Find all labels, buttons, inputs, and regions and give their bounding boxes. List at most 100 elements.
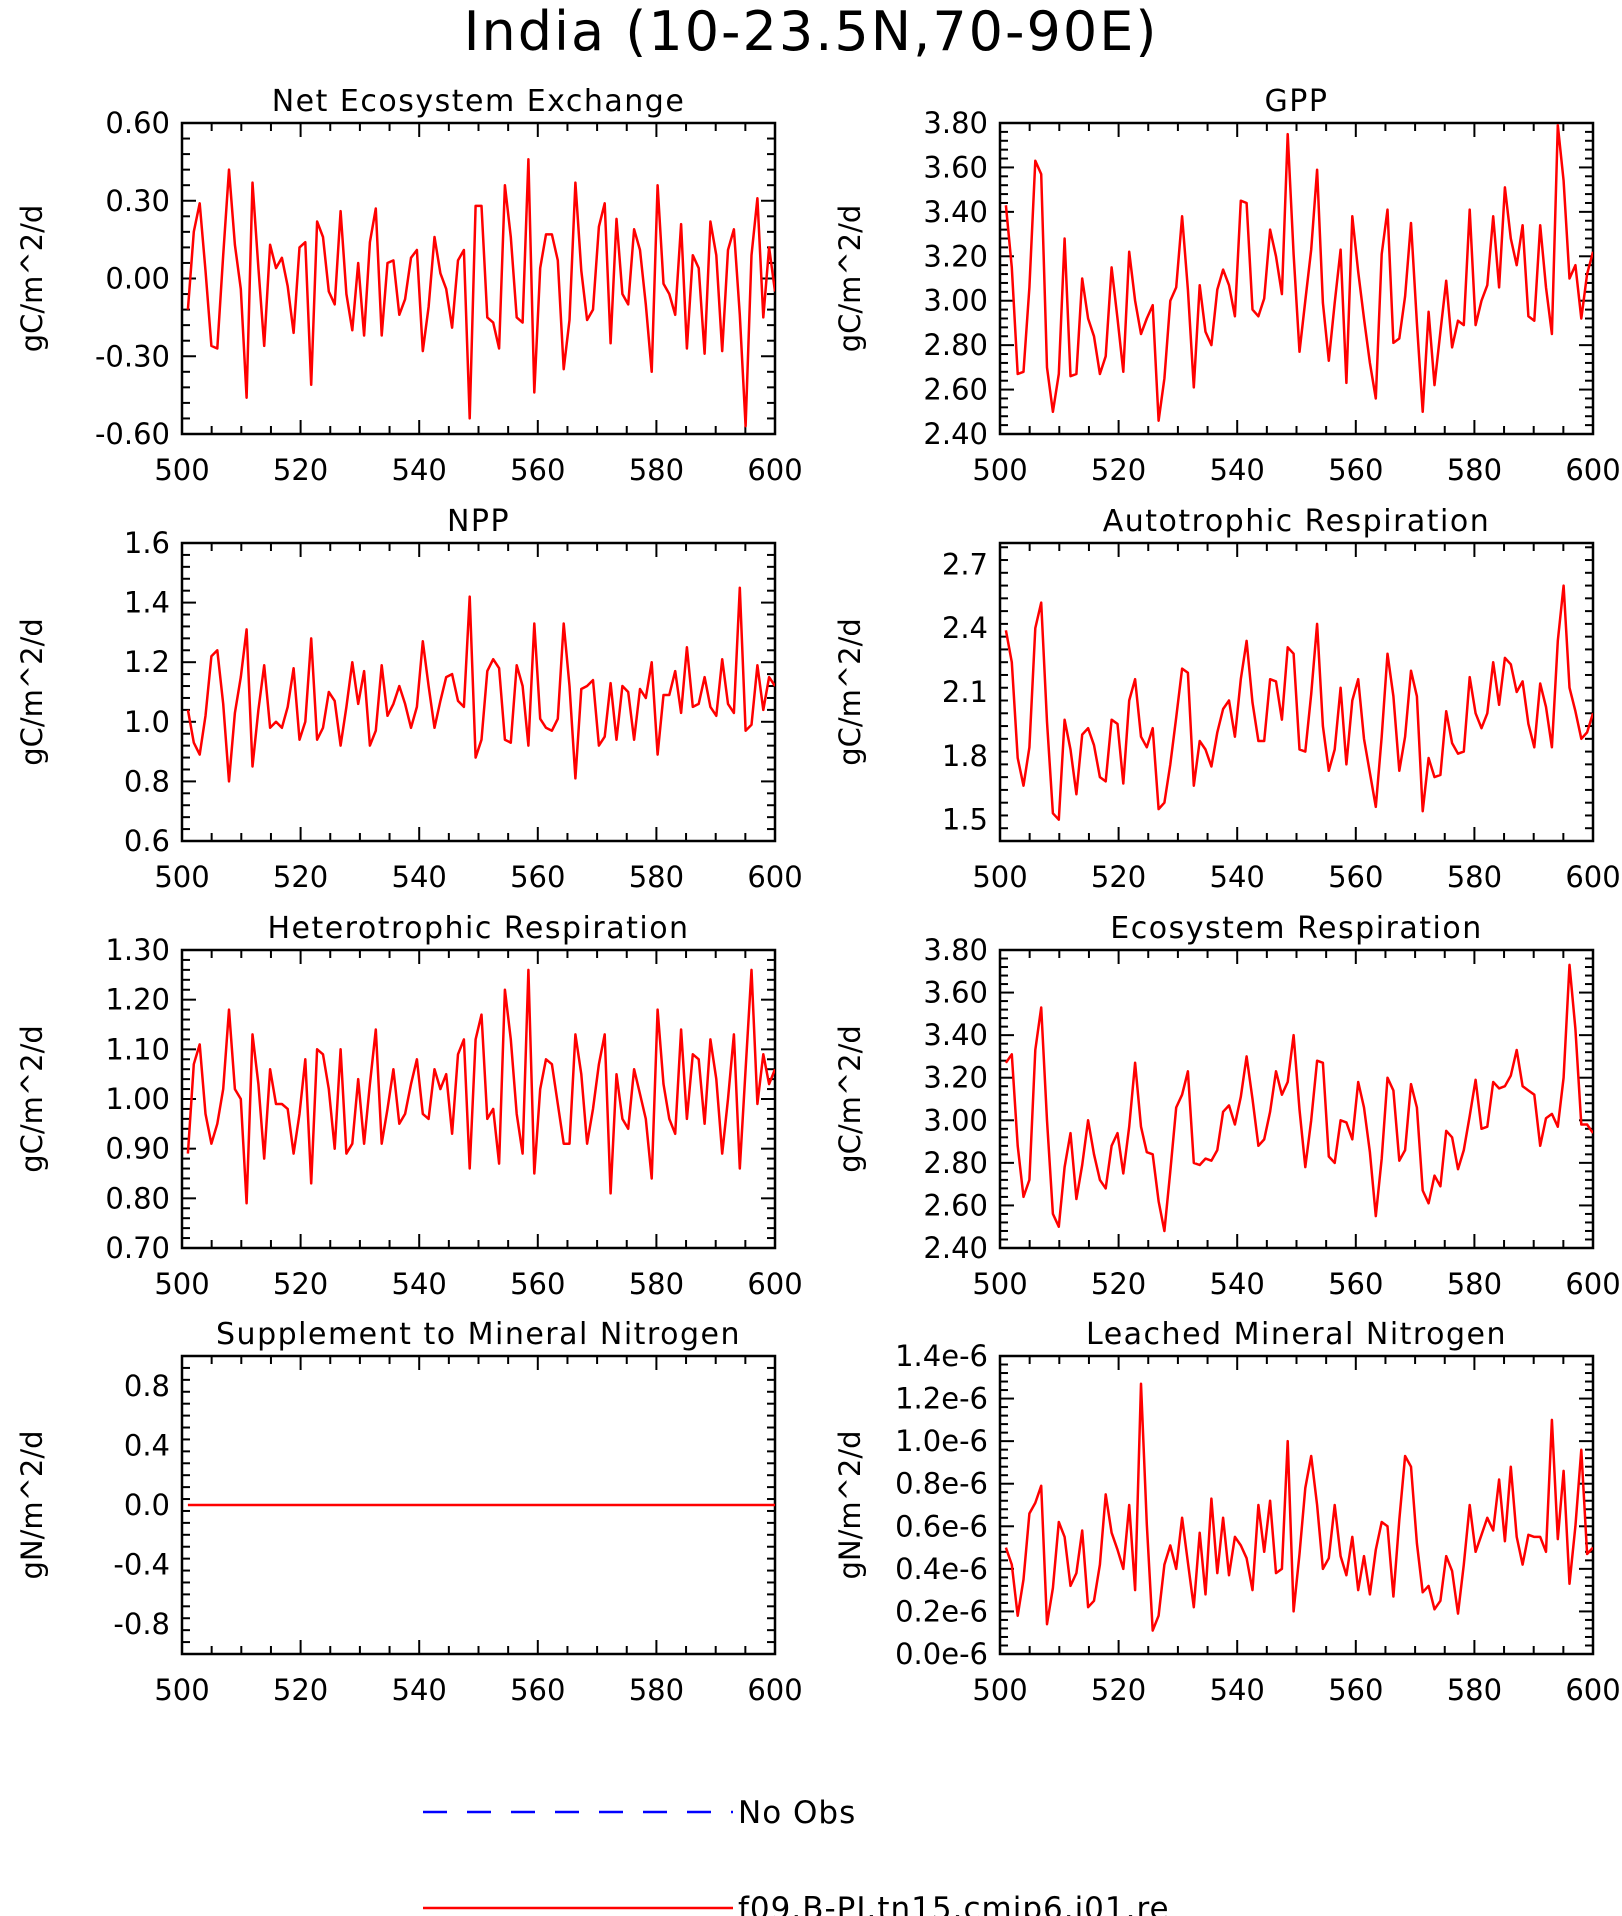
x-tick-label: 560 bbox=[510, 860, 565, 894]
y-axis-label: gC/m^2/d bbox=[833, 205, 867, 353]
panel-hr: Heterotrophic Respiration 500 520 540 560 580… bbox=[15, 911, 803, 1301]
x-tick-label: 580 bbox=[1447, 1673, 1502, 1707]
x-tick-label: 560 bbox=[1328, 453, 1383, 487]
x-tick-label: 560 bbox=[1328, 1267, 1383, 1301]
y-tick-label: 0.6e-6 bbox=[895, 1509, 988, 1543]
y-tick-label: 3.60 bbox=[923, 150, 988, 184]
x-tick-label: 540 bbox=[392, 860, 447, 894]
y-tick-label: 0.6 bbox=[124, 824, 170, 858]
series-line bbox=[186, 968, 775, 1205]
x-tick-label: 600 bbox=[747, 860, 802, 894]
panel-gpp: GPP 500 520 540 560 580 600 2.40 2.60 2.80 3.00 3.2… bbox=[833, 84, 1621, 487]
x-tick-label: 600 bbox=[1565, 1267, 1620, 1301]
y-tick-label: 1.10 bbox=[105, 1032, 170, 1066]
y-tick-label: 2.1 bbox=[942, 675, 988, 709]
y-tick-label: 1.0 bbox=[124, 705, 170, 739]
x-tick-label: 560 bbox=[510, 453, 565, 487]
y-tick-label: 1.30 bbox=[105, 933, 170, 967]
x-tick-label: 600 bbox=[747, 1673, 802, 1707]
y-axis-label: gC/m^2/d bbox=[15, 205, 49, 353]
x-tick-label: 600 bbox=[1565, 453, 1620, 487]
y-tick-label: -0.60 bbox=[95, 417, 170, 451]
y-tick-label: 3.80 bbox=[923, 933, 988, 967]
panel-npp: NPP 500 520 540 560 580 600 0.6 0.8 1.0 1.2 1.4 1.6 g… bbox=[15, 504, 803, 894]
y-tick-label: 0.4 bbox=[124, 1428, 170, 1462]
y-axis-label: gC/m^2/d bbox=[15, 1025, 49, 1173]
x-tick-label: 500 bbox=[154, 1267, 209, 1301]
y-tick-label: 0.70 bbox=[105, 1231, 170, 1265]
y-tick-label: 0.8e-6 bbox=[895, 1467, 988, 1501]
y-tick-label: 1.20 bbox=[105, 983, 170, 1017]
legend: No Obs f09.B-PI.tn15.cmip6.j01.re bbox=[423, 1795, 1170, 1916]
legend-label: f09.B-PI.tn15.cmip6.j01.re bbox=[738, 1891, 1170, 1916]
plot-frame bbox=[180, 541, 777, 843]
x-tick-label: 500 bbox=[972, 1267, 1027, 1301]
x-tick-label: 580 bbox=[1447, 453, 1502, 487]
y-tick-label: 3.00 bbox=[923, 284, 988, 318]
panel-title: Supplement to Mineral Nitrogen bbox=[216, 1317, 741, 1352]
y-tick-label: -0.4 bbox=[113, 1548, 170, 1582]
plot-frame bbox=[998, 1354, 1595, 1656]
x-tick-label: 540 bbox=[1210, 1267, 1265, 1301]
y-tick-label: 1.2e-6 bbox=[895, 1382, 988, 1416]
y-axis-label: gN/m^2/d bbox=[15, 1430, 49, 1579]
x-tick-label: 540 bbox=[1210, 1673, 1265, 1707]
y-axis-label: gC/m^2/d bbox=[833, 618, 867, 766]
legend-label: No Obs bbox=[738, 1795, 856, 1831]
y-tick-label: 3.00 bbox=[923, 1103, 988, 1137]
y-tick-label: 0.8 bbox=[124, 764, 170, 798]
y-axis-label: gC/m^2/d bbox=[15, 618, 49, 766]
plot-frame bbox=[180, 121, 777, 436]
y-tick-label: 1.4e-6 bbox=[895, 1339, 988, 1373]
x-tick-label: 600 bbox=[747, 1267, 802, 1301]
x-tick-label: 580 bbox=[629, 1267, 684, 1301]
y-tick-label: 3.80 bbox=[923, 106, 988, 140]
y-tick-label: 0.0e-6 bbox=[895, 1637, 988, 1671]
y-tick-label: 2.60 bbox=[923, 373, 988, 407]
panel-nee: Net Ecosystem Exchange 500 520 540 560 580 600… bbox=[15, 84, 803, 487]
x-tick-label: 560 bbox=[510, 1267, 565, 1301]
x-tick-label: 520 bbox=[273, 860, 328, 894]
y-axis-label: gN/m^2/d bbox=[833, 1430, 867, 1579]
y-tick-label: 1.4 bbox=[124, 586, 170, 620]
y-tick-label: 2.7 bbox=[942, 547, 988, 581]
x-tick-label: 500 bbox=[972, 453, 1027, 487]
x-tick-label: 520 bbox=[273, 1267, 328, 1301]
y-tick-label: 3.60 bbox=[923, 976, 988, 1010]
x-tick-label: 600 bbox=[1565, 1673, 1620, 1707]
y-tick-label: 3.20 bbox=[923, 1061, 988, 1095]
y-tick-label: 0.80 bbox=[105, 1181, 170, 1215]
y-tick-label: -0.30 bbox=[95, 339, 170, 373]
panel-er: Ecosystem Respiration 500 520 540 560 580 600 2… bbox=[833, 911, 1621, 1301]
panel-title: Net Ecosystem Exchange bbox=[272, 84, 686, 119]
x-tick-label: 500 bbox=[154, 453, 209, 487]
y-tick-label: 2.4 bbox=[942, 611, 988, 645]
x-tick-label: 520 bbox=[273, 453, 328, 487]
x-tick-label: 520 bbox=[1091, 1267, 1146, 1301]
y-tick-label: 1.0e-6 bbox=[895, 1424, 988, 1458]
series-line bbox=[1004, 584, 1593, 821]
y-tick-label: 0.4e-6 bbox=[895, 1552, 988, 1586]
y-tick-label: 1.6 bbox=[124, 526, 170, 560]
panel-ar: Autotrophic Respiration 500 520 540 560 580 60… bbox=[833, 504, 1621, 894]
y-tick-label: 3.40 bbox=[923, 1018, 988, 1052]
x-tick-label: 500 bbox=[972, 1673, 1027, 1707]
y-tick-label: 1.8 bbox=[942, 739, 988, 773]
y-tick-label: 2.80 bbox=[923, 328, 988, 362]
panel-title: Leached Mineral Nitrogen bbox=[1086, 1317, 1507, 1352]
y-tick-label: 1.2 bbox=[124, 645, 170, 679]
y-tick-label: 0.00 bbox=[105, 262, 170, 296]
panel-nsupp: Supplement to Mineral Nitrogen 500 520 540 5… bbox=[15, 1317, 803, 1707]
panel-nleach: Leached Mineral Nitrogen 500 520 540 560 580 6… bbox=[833, 1317, 1621, 1707]
plot-frame bbox=[998, 121, 1595, 436]
y-tick-label: 0.90 bbox=[105, 1132, 170, 1166]
x-tick-label: 600 bbox=[1565, 860, 1620, 894]
x-tick-label: 580 bbox=[629, 453, 684, 487]
series-line bbox=[186, 158, 775, 428]
x-tick-label: 500 bbox=[154, 860, 209, 894]
x-tick-label: 520 bbox=[273, 1673, 328, 1707]
panel-title: Heterotrophic Respiration bbox=[267, 911, 689, 946]
x-tick-label: 520 bbox=[1091, 860, 1146, 894]
x-tick-label: 600 bbox=[747, 453, 802, 487]
